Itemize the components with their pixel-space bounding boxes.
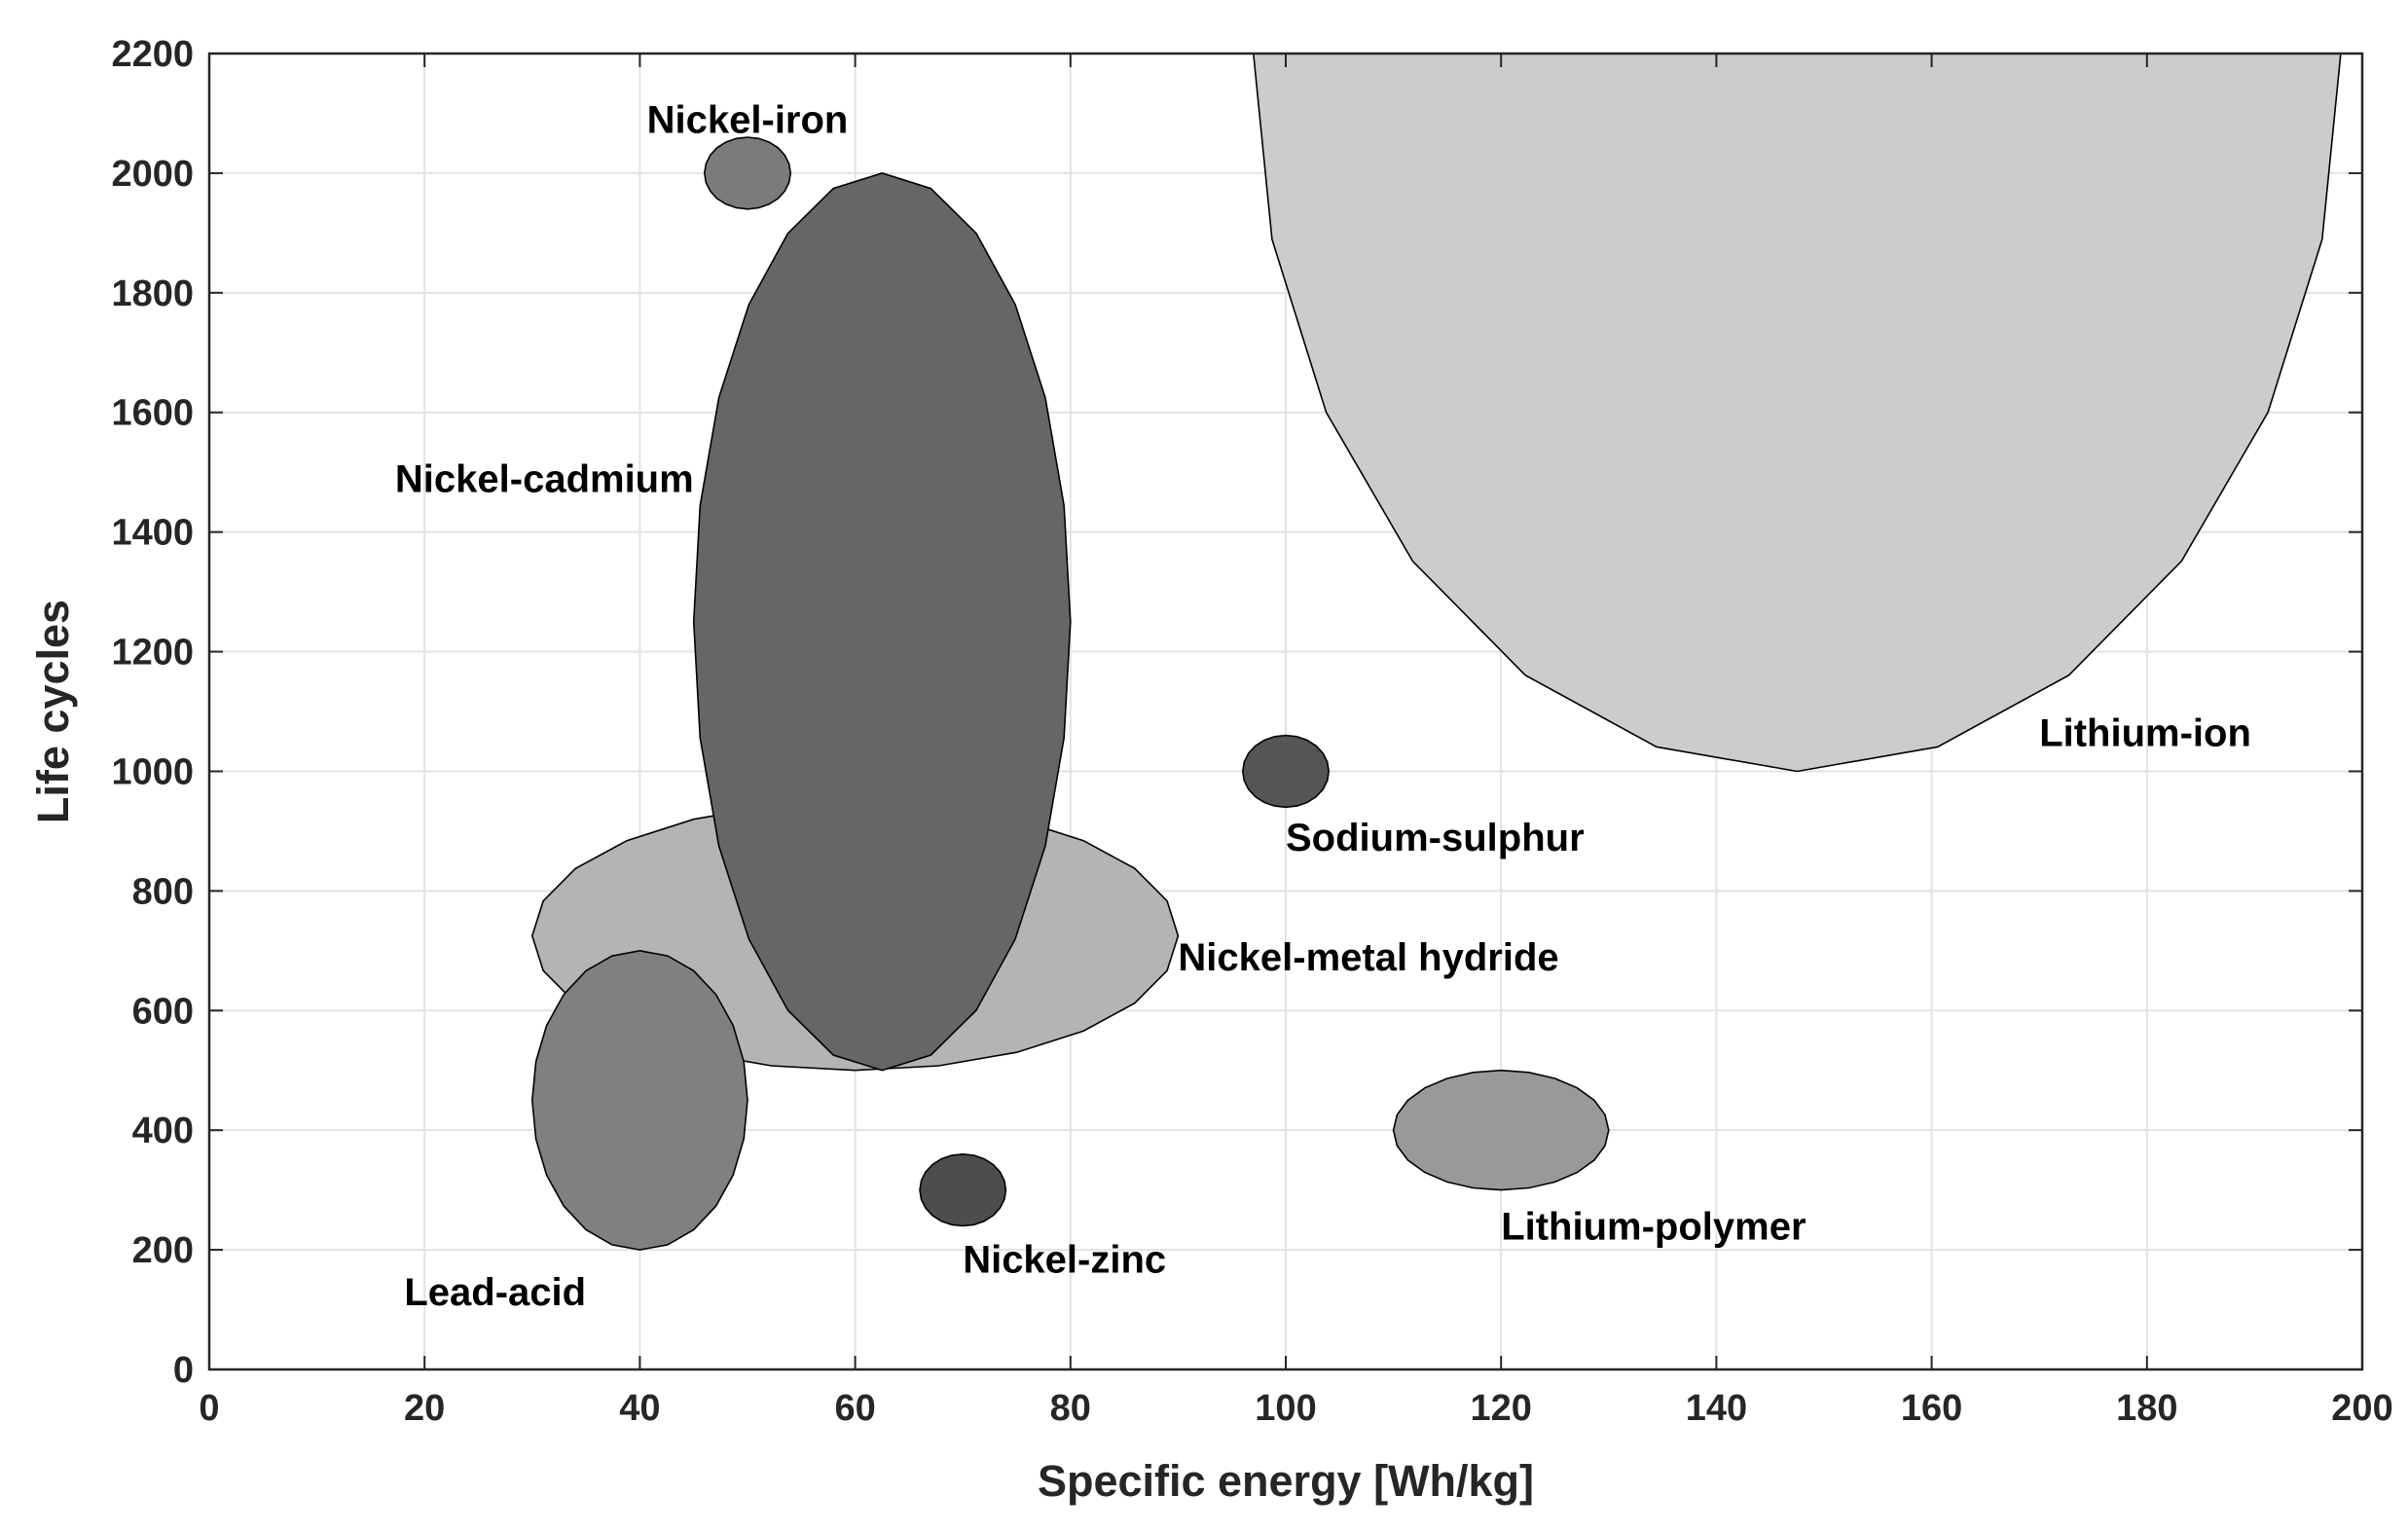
y-tick-label: 1800 (111, 274, 194, 314)
y-axis-label: Life cycles (28, 600, 78, 823)
y-tick-label: 200 (132, 1230, 194, 1271)
y-tick-label: 2000 (111, 154, 194, 195)
ticks: 0 20 40 60 80 100 120 140 160 180 2000200400600800… (111, 34, 2392, 1429)
y-tick-label: 1000 (111, 751, 194, 792)
x-tick-label: 60 (834, 1388, 875, 1429)
x-tick-label: 20 (404, 1388, 445, 1429)
label-nickel-metal-hydride: Nickel-metal hydride (1178, 936, 1558, 979)
x-tick-label: 200 (2331, 1388, 2392, 1429)
label-nickel-cadmium: Nickel-cadmium (395, 457, 694, 500)
x-tick-label: 0 (199, 1388, 219, 1429)
x-tick-label: 160 (1901, 1388, 1962, 1429)
x-tick-label: 100 (1255, 1388, 1316, 1429)
label-nickel-zinc: Nickel-zinc (963, 1238, 1166, 1281)
region-lithium-polymer (1392, 1069, 1610, 1191)
label-lithium-polymer: Lithium-polymer (1501, 1206, 1806, 1249)
y-tick-label: 1600 (111, 393, 194, 434)
x-tick-label: 120 (1470, 1388, 1531, 1429)
y-tick-label: 1400 (111, 513, 194, 554)
y-tick-label: 600 (132, 991, 194, 1032)
label-nickel-iron: Nickel-iron (647, 99, 849, 142)
x-tick-label: 40 (619, 1388, 660, 1429)
label-sodium-sulphur: Sodium-sulphur (1286, 817, 1585, 859)
region-lithium-ion (1252, 54, 2342, 773)
region-nickel-iron (703, 136, 792, 210)
region-nickel-cadmium (692, 172, 1072, 1072)
regions (530, 54, 2342, 1251)
y-tick-label: 2200 (111, 34, 194, 75)
region-sodium-sulphur (1241, 734, 1331, 809)
y-tick-label: 800 (132, 871, 194, 912)
region-nickel-zinc (919, 1152, 1007, 1227)
y-tick-label: 0 (173, 1350, 194, 1391)
x-tick-label: 140 (1686, 1388, 1747, 1429)
x-tick-label: 180 (2116, 1388, 2177, 1429)
y-tick-label: 1200 (111, 633, 194, 674)
region-labels: Lithium-ion Nickel-metal hydride Nickel-ca… (395, 99, 2251, 1315)
x-tick-label: 80 (1050, 1388, 1091, 1429)
label-lithium-ion: Lithium-ion (2039, 712, 2251, 755)
label-lead-acid: Lead-acid (404, 1271, 586, 1314)
x-axis-label: Specific energy [Wh/kg] (1038, 1456, 1534, 1506)
region-lead-acid (530, 949, 748, 1251)
y-tick-label: 400 (132, 1111, 194, 1151)
